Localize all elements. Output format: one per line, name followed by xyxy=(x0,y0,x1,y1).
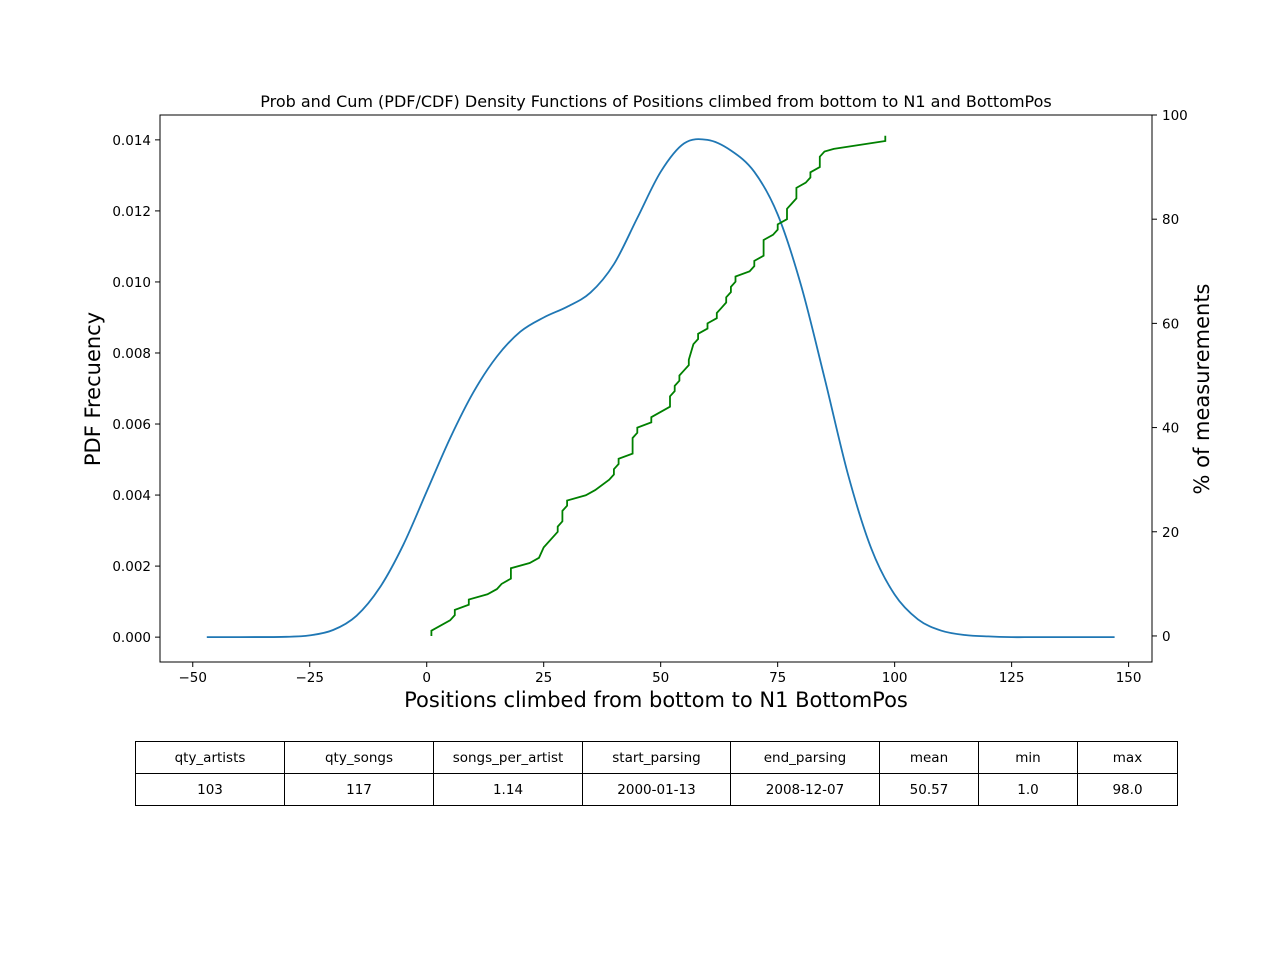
x-axis-label: Positions climbed from bottom to N1 Bott… xyxy=(404,688,908,712)
table-header-cell: mean xyxy=(879,741,979,774)
table-header-cell: qty_songs xyxy=(284,741,434,774)
table-cell: 50.57 xyxy=(879,773,979,806)
y-tick-label: 0.008 xyxy=(112,346,151,362)
y2-tick-label: 100 xyxy=(1162,108,1188,124)
table-cell: 1.0 xyxy=(978,773,1078,806)
table-header-row: qty_artists qty_songs songs_per_artist s… xyxy=(135,741,1178,774)
pdf-series-line xyxy=(206,138,1115,639)
x-tick-label: −25 xyxy=(295,670,324,686)
table-cell: 2008-12-07 xyxy=(730,773,880,806)
right-y-axis-ticks: 0 20 40 60 80 100 xyxy=(1152,108,1188,645)
y-tick-label: 0.002 xyxy=(112,559,151,575)
x-axis-ticks: −50 −25 0 25 50 75 100 125 150 xyxy=(179,662,1142,686)
x-tick-label: −50 xyxy=(179,670,208,686)
y-tick-label: 0.000 xyxy=(112,630,151,646)
summary-stats-table: qty_artists qty_songs songs_per_artist s… xyxy=(135,741,1178,806)
table-header-cell: min xyxy=(978,741,1078,774)
table-row: 103 117 1.14 2000-01-13 2008-12-07 50.57… xyxy=(135,773,1178,806)
x-tick-label: 50 xyxy=(652,670,669,686)
y2-tick-label: 60 xyxy=(1162,316,1179,332)
series-layer xyxy=(206,135,1115,639)
table-cell: 117 xyxy=(284,773,434,806)
y-tick-label: 0.004 xyxy=(112,488,151,504)
y-tick-label: 0.010 xyxy=(112,275,151,291)
cdf-series-line xyxy=(430,135,887,636)
right-y-axis-label: % of measurements xyxy=(1190,284,1214,495)
table-cell: 98.0 xyxy=(1077,773,1178,806)
table-header-cell: max xyxy=(1077,741,1178,774)
x-tick-label: 125 xyxy=(999,670,1025,686)
plot-area-frame xyxy=(159,114,1153,663)
chart-title: Prob and Cum (PDF/CDF) Density Functions… xyxy=(260,92,1052,111)
y2-tick-label: 20 xyxy=(1162,525,1179,541)
left-y-axis-label: PDF Frecuency xyxy=(81,312,105,466)
y-tick-label: 0.006 xyxy=(112,417,151,433)
table-header-cell: songs_per_artist xyxy=(433,741,583,774)
y2-tick-label: 80 xyxy=(1162,212,1179,228)
y-tick-label: 0.012 xyxy=(112,204,151,220)
y2-tick-label: 40 xyxy=(1162,421,1179,437)
x-tick-label: 100 xyxy=(882,670,908,686)
table-header-cell: qty_artists xyxy=(135,741,285,774)
table-header-cell: end_parsing xyxy=(730,741,880,774)
x-tick-label: 0 xyxy=(422,670,431,686)
y2-tick-label: 0 xyxy=(1162,629,1171,645)
left-y-axis-ticks: 0.000 0.002 0.004 0.006 0.008 0.010 0.012 0.014 xyxy=(112,133,160,646)
y-tick-label: 0.014 xyxy=(112,133,151,149)
x-tick-label: 150 xyxy=(1116,670,1142,686)
table-cell: 103 xyxy=(135,773,285,806)
table-cell: 2000-01-13 xyxy=(582,773,731,806)
table-header-cell: start_parsing xyxy=(582,741,731,774)
x-tick-label: 25 xyxy=(535,670,552,686)
table-cell: 1.14 xyxy=(433,773,583,806)
x-tick-label: 75 xyxy=(769,670,786,686)
